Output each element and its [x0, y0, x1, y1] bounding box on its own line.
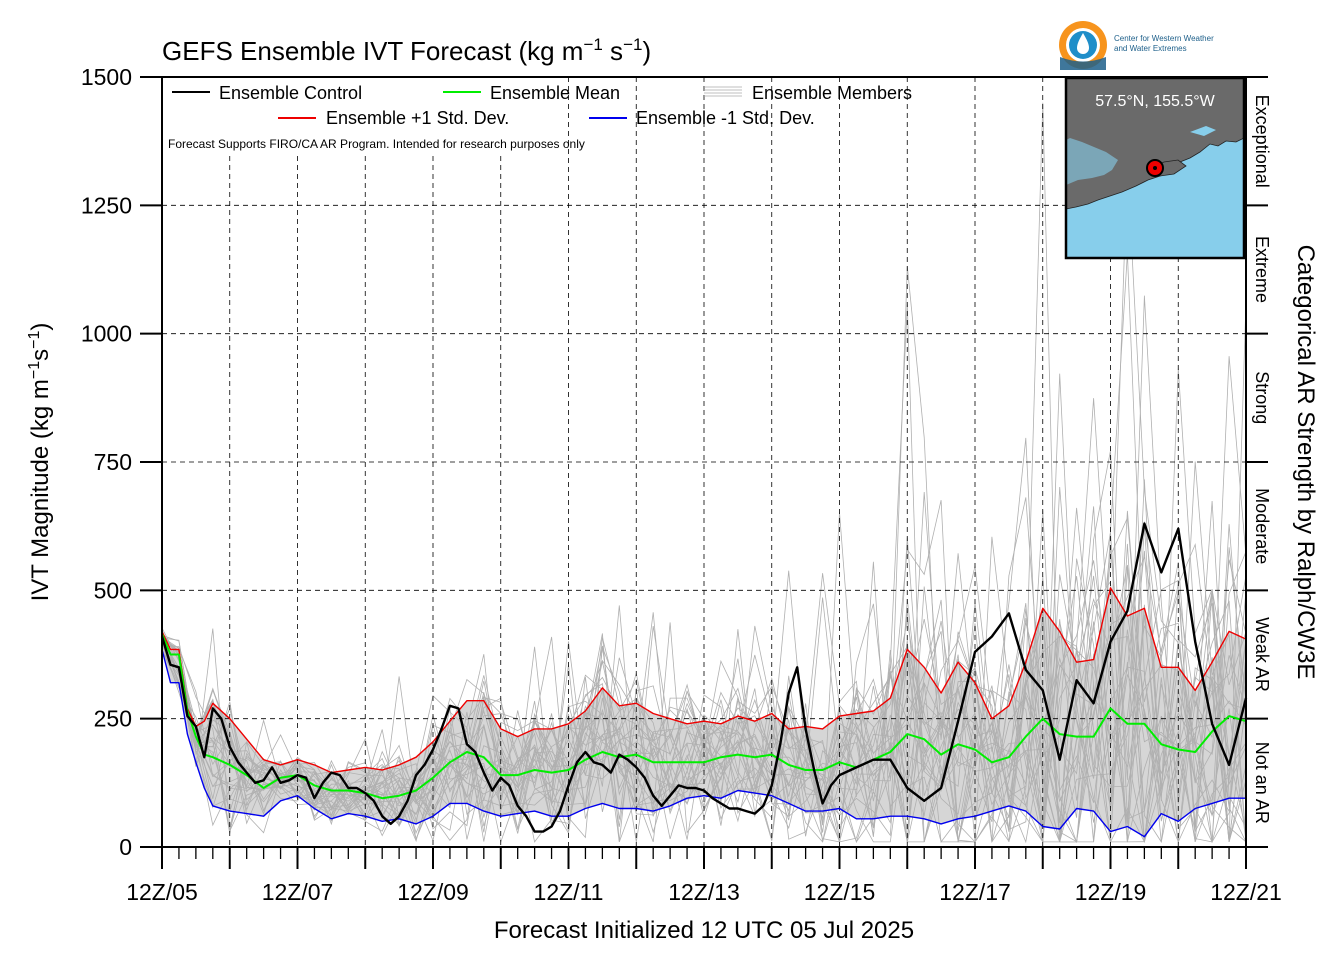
logo-org-line1: Center for Western Weather: [1114, 34, 1214, 43]
series-line-ensemble-1-std-dev-: [161, 649, 1246, 838]
cw3e-logo: Center for Western Weather and Water Ext…: [1059, 21, 1214, 70]
chart-title: GEFS Ensemble IVT Forecast (kg m−1 s−1): [162, 35, 651, 66]
x-tick-label: 12Z/09: [397, 879, 469, 905]
category-label: Exceptional: [1252, 95, 1272, 188]
x-axis-label: Forecast Initialized 12 UTC 05 Jul 2025: [494, 917, 914, 944]
legend-label-plus-std: Ensemble +1 Std. Dev.: [326, 108, 509, 128]
x-tick-label: 12Z/21: [1210, 879, 1282, 905]
category-label: Strong: [1252, 371, 1272, 424]
series-line-ensemble-1-std-dev-: [161, 587, 1247, 774]
water-drop-icon: [1077, 33, 1089, 54]
ensemble-member-line: [161, 510, 1247, 843]
series-lines: [160, 522, 1248, 838]
right-axis-label: Categorical AR Strength by Ralph/CW3E: [1292, 245, 1319, 680]
research-note: Forecast Supports FIRO/CA AR Program. In…: [168, 137, 585, 151]
y-tick-label: 1500: [81, 64, 132, 90]
legend-label-minus-std: Ensemble -1 Std. Dev.: [636, 108, 815, 128]
x-tick-label: 12Z/05: [126, 879, 198, 905]
x-tick-label: 12Z/19: [1075, 879, 1147, 905]
x-tick-label: 12Z/13: [668, 879, 740, 905]
series-line-ensemble-control: [160, 522, 1248, 833]
x-tick-label: 12Z/17: [939, 879, 1011, 905]
y-tick-label: 1000: [81, 321, 132, 347]
y-tick-label: 500: [94, 577, 132, 603]
legend-label-members: Ensemble Members: [752, 83, 912, 103]
legend-swatch-members: [704, 86, 742, 97]
x-tick-label: 12Z/15: [804, 879, 876, 905]
category-label: Not an AR: [1252, 742, 1272, 824]
axes: 0 250 500 750 1000 1250 1500 12Z/05 12Z/07 12Z/09…: [81, 64, 1282, 905]
legend-label-mean: Ensemble Mean: [490, 83, 620, 103]
y-tick-label: 250: [94, 706, 132, 732]
inset-map: 57.5°N, 155.5°W: [1064, 76, 1246, 260]
legend: Ensemble Control Ensemble Mean Ensemble …: [168, 83, 912, 151]
x-tick-label: 12Z/07: [262, 879, 334, 905]
y-tick-label: 750: [94, 449, 132, 475]
ar-category-axis: Not an AR Weak AR Moderate Strong Extreme Exc…: [1246, 76, 1272, 848]
x-tick-label: 12Z/11: [534, 879, 604, 905]
ensemble-member-line: [161, 356, 1247, 843]
y-axis-label: IVT Magnitude (kg m−1s−1): [26, 323, 54, 602]
inset-location-label: 57.5°N, 155.5°W: [1095, 93, 1215, 110]
y-tick-label: 1250: [81, 192, 132, 218]
y-tick-label: 0: [119, 834, 132, 860]
ensemble-member-line: [161, 525, 1247, 844]
logo-org-line2: and Water Extremes: [1114, 44, 1187, 53]
category-label: Moderate: [1252, 488, 1272, 564]
category-label: Weak AR: [1252, 617, 1272, 692]
category-label: Extreme: [1252, 236, 1272, 303]
legend-label-control: Ensemble Control: [219, 83, 362, 103]
